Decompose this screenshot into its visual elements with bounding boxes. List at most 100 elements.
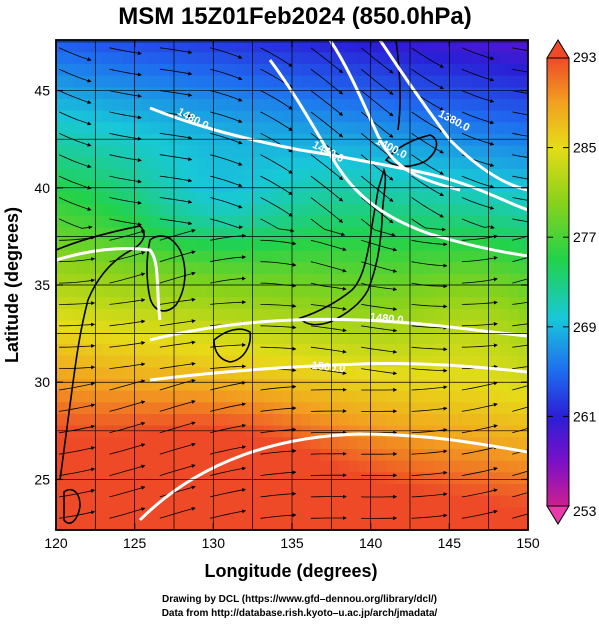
field-cell [461, 168, 472, 181]
field-cell [292, 448, 302, 461]
field-cell [188, 483, 199, 496]
field-cell [93, 506, 104, 519]
field-cell [367, 413, 378, 426]
streamline [260, 325, 297, 330]
field-cell [112, 436, 123, 449]
credit-line-1: Drawing by DCL (https://www.gfd–dennou.o… [161, 594, 437, 605]
streamline [159, 400, 196, 412]
field-cell [292, 86, 302, 99]
field-cell [74, 285, 85, 298]
field-cell [235, 285, 246, 298]
field-cell [216, 75, 227, 88]
field-cell [348, 506, 359, 519]
field-cell [56, 51, 66, 64]
field-cell [509, 378, 520, 391]
streamline [210, 218, 244, 230]
field-cell [74, 250, 85, 263]
field-cell [282, 63, 293, 76]
field-cell [56, 366, 66, 379]
field-cell [292, 390, 302, 403]
field-cell [348, 238, 359, 251]
field-cell [273, 390, 284, 403]
field-cell [131, 518, 142, 530]
field-cell [414, 98, 425, 111]
field-cell [150, 86, 161, 99]
field-cell [377, 51, 387, 64]
streamline [461, 322, 498, 327]
streamline [159, 250, 196, 263]
field-cell [65, 436, 76, 449]
field-cell [518, 261, 528, 274]
field-cell [122, 320, 133, 333]
field-cell [499, 261, 510, 274]
field-cell [358, 436, 369, 449]
field-cell [528, 472, 538, 484]
field-cell [159, 203, 170, 216]
field-cell [235, 308, 246, 321]
field-cell [414, 226, 425, 239]
field-cell [84, 343, 95, 356]
field-cell [414, 63, 425, 76]
field-cell [197, 436, 208, 449]
field-cell [377, 436, 387, 449]
field-cell [452, 238, 463, 251]
field-cell [292, 495, 302, 508]
field-cell [424, 273, 435, 286]
field-cell [150, 110, 161, 123]
colorbar-tick-label: 293 [573, 49, 597, 65]
field-cell [377, 121, 387, 134]
field-cell [263, 51, 274, 64]
field-cell [509, 273, 520, 286]
field-cell [329, 378, 340, 391]
field-cell [159, 390, 170, 403]
field-cell [188, 261, 199, 274]
field-cell [471, 273, 482, 286]
field-cell [424, 191, 435, 204]
field-cell [197, 180, 208, 193]
field-cell [263, 518, 274, 530]
streamline [310, 197, 344, 223]
streamline [210, 154, 243, 166]
field-cell [395, 343, 406, 356]
field-cell [178, 250, 189, 263]
field-cell [518, 495, 528, 508]
field-cell [348, 331, 359, 344]
field-cell [207, 168, 217, 181]
field-cell [207, 378, 217, 391]
field-cell [65, 471, 76, 484]
field-cell [197, 145, 208, 158]
field-cell [150, 518, 161, 530]
field-cell [528, 448, 538, 460]
field-cell [395, 378, 406, 391]
field-cell [471, 180, 482, 193]
field-cell [84, 320, 95, 333]
field-cell [273, 273, 284, 286]
field-cell [301, 86, 312, 99]
field-cell [244, 156, 255, 169]
field-cell [395, 110, 406, 123]
field-cell [329, 238, 340, 251]
streamline [59, 343, 96, 348]
field-cell [310, 226, 321, 239]
field-cell [141, 238, 151, 251]
field-cell [490, 261, 501, 274]
field-cell [188, 215, 199, 228]
field-cell [74, 320, 85, 333]
streamline [109, 298, 146, 305]
field-cell [131, 191, 142, 204]
field-cell [499, 86, 510, 99]
field-cell [56, 238, 66, 251]
field-cell [235, 75, 246, 88]
field-cell [320, 40, 331, 53]
field-cell [273, 506, 284, 519]
field-cell [141, 378, 151, 391]
field-cell [301, 378, 312, 391]
field-cell [377, 110, 387, 123]
field-cell [424, 215, 435, 228]
field-cell [207, 401, 217, 414]
field-cell [518, 320, 528, 333]
field-cell [74, 261, 85, 274]
field-cell [292, 238, 302, 251]
field-cell [244, 145, 255, 158]
streamline [58, 132, 92, 147]
